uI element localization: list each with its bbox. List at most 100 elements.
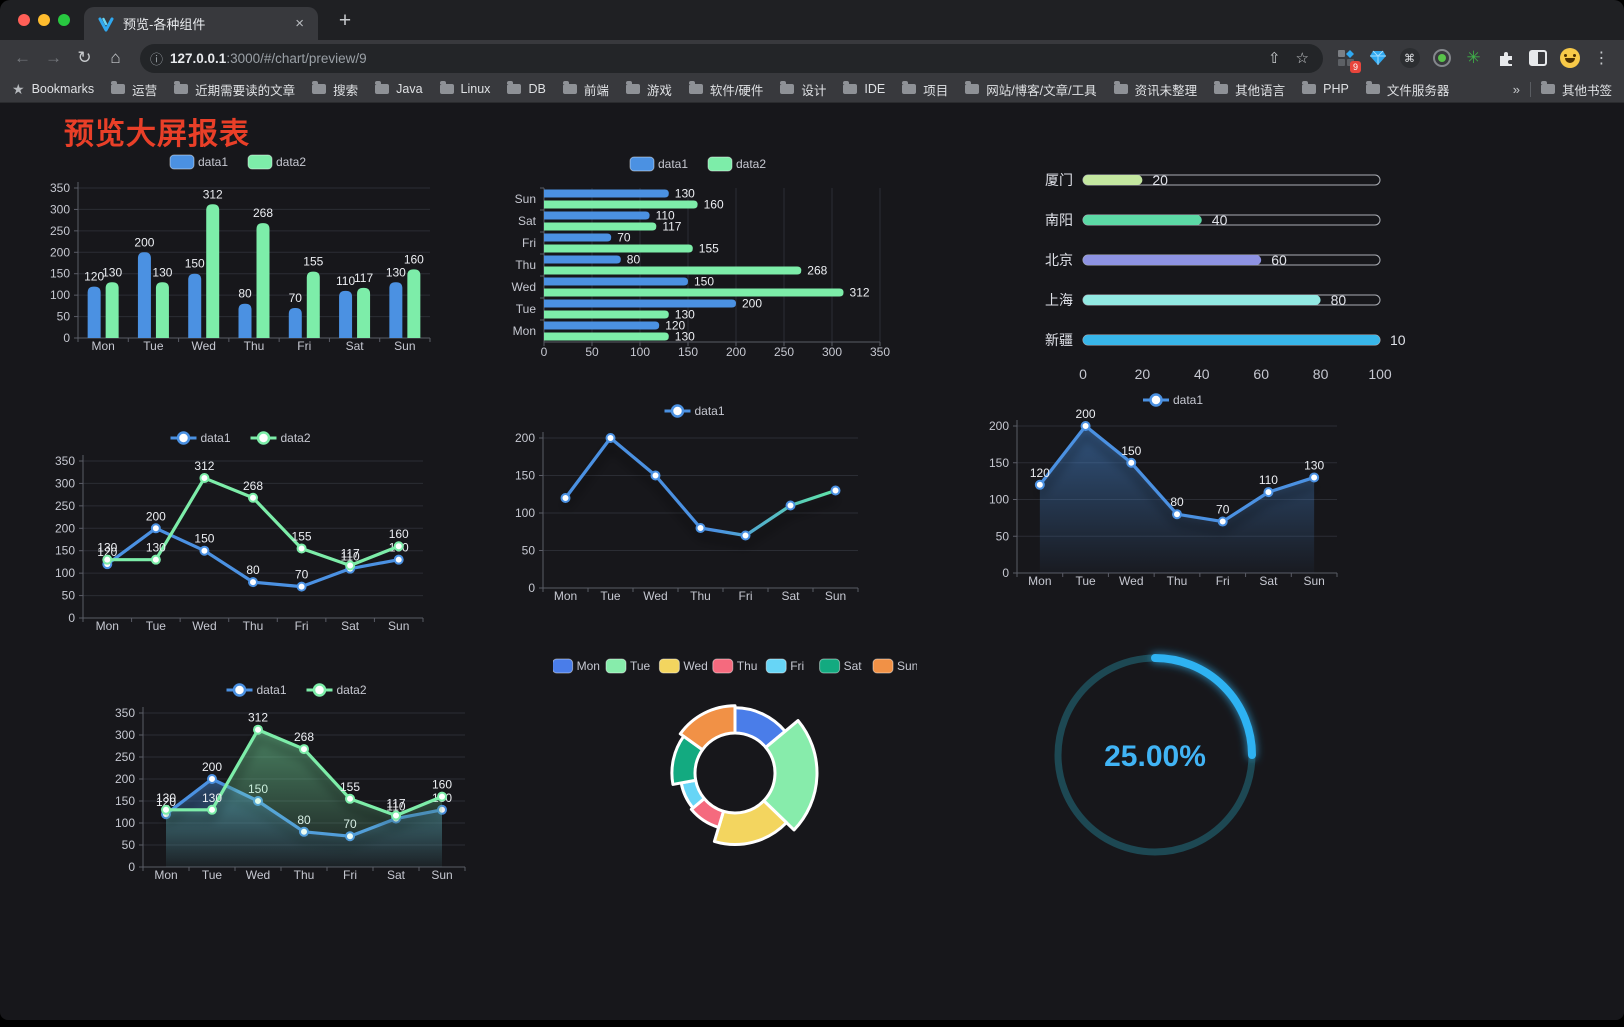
series-data1[interactable]: 120 200 150 80 70 110 130	[1030, 407, 1325, 573]
hbar-data2-Fri[interactable]: 155	[544, 242, 719, 256]
series-data1[interactable]: 120 200 150 80 70 110 130	[97, 509, 409, 592]
home-icon[interactable]: ⌂	[110, 48, 121, 67]
gem-extension-icon[interactable]	[1365, 46, 1390, 71]
bookmark-item[interactable]: PHP	[1302, 81, 1349, 96]
hbar-data2-Sun[interactable]: 160	[544, 198, 724, 212]
hbar-data2-Sat[interactable]: 117	[544, 220, 682, 234]
bookmark-item[interactable]: Linux	[439, 81, 490, 96]
svg-text:0: 0	[63, 331, 70, 345]
progress-row-上海[interactable]: 上海 80	[1045, 292, 1381, 308]
other-bookmarks-folder[interactable]: 其他书签	[1540, 80, 1612, 99]
legend-item-data2[interactable]: data2	[707, 156, 766, 172]
hbar-data1-Fri[interactable]: 70	[544, 231, 631, 245]
progress-row-厦门[interactable]: 厦门 20	[1045, 172, 1381, 188]
bookmark-item[interactable]: 项目	[902, 80, 948, 99]
series-data2[interactable]: 130 130 312 268 155 117 160	[102, 187, 424, 338]
share-icon[interactable]: ⇧	[1267, 50, 1281, 67]
record-extension-icon[interactable]	[1429, 46, 1454, 71]
hbar-data2-Mon[interactable]: 130	[544, 330, 695, 344]
hbar-data1-Thu[interactable]: 80	[544, 253, 640, 267]
new-tab-button[interactable]: +	[338, 8, 352, 32]
bookmark-item[interactable]: 网站/博客/文章/工具	[965, 80, 1097, 99]
hbar-data1-Wed[interactable]: 150	[544, 275, 714, 289]
pie-slice-Sun[interactable]	[678, 704, 737, 752]
series-data2[interactable]: 130 130 312 268 155 117 160	[156, 711, 452, 867]
sites-extension-icon[interactable]: 9	[1333, 46, 1361, 73]
legend-item-Wed[interactable]: Wed	[658, 658, 708, 674]
legend-item-Mon[interactable]: Mon	[552, 658, 600, 674]
bookmark-item[interactable]: 游戏	[625, 80, 672, 99]
bookmark-item[interactable]: DB	[507, 81, 546, 96]
folder-icon	[312, 81, 327, 94]
legend-item-data1[interactable]: data1	[1143, 393, 1203, 407]
window-minimize-button[interactable]	[38, 14, 50, 26]
progress-row-新疆[interactable]: 新疆 100	[1045, 332, 1414, 348]
bookmark-star-icon[interactable]: ☆	[1295, 50, 1309, 67]
chart-canvas-line-gradient: data1 0 50 100 150 200 Mon Tue Wed Thu Fri Sat Sun	[515, 404, 859, 603]
tab-close-icon[interactable]: ×	[295, 15, 304, 32]
bookmark-item[interactable]: 软件/硬件	[688, 80, 763, 99]
legend-item-data1[interactable]: data1	[169, 154, 228, 170]
legend-item-data2[interactable]: data2	[250, 431, 311, 445]
legend-item-Tue[interactable]: Tue	[605, 658, 651, 674]
hbar-data2-Wed[interactable]: 312	[544, 286, 870, 300]
split-screen-icon[interactable]	[1525, 46, 1550, 71]
progress-row-南阳[interactable]: 南阳 40	[1045, 212, 1381, 228]
legend-item-data2[interactable]: data2	[247, 154, 306, 170]
bookmark-item[interactable]: IDE	[843, 81, 885, 96]
bookmark-item[interactable]: 资讯未整理	[1113, 80, 1197, 99]
hbar-data1-Tue[interactable]: 200	[544, 297, 762, 311]
svg-text:80: 80	[1170, 495, 1184, 509]
legend-item-Fri[interactable]: Fri	[765, 658, 804, 674]
folder-icon	[562, 81, 577, 94]
bookmark-item[interactable]: 前端	[562, 80, 609, 99]
address-bar[interactable]: ⓘ 127.0.0.1:3000/#/chart/preview/9 ⇧ ☆	[140, 43, 1323, 73]
pie-slice-Wed[interactable]	[712, 799, 788, 846]
browser-tab[interactable]: 预览-各种组件 ×	[84, 7, 318, 40]
bookmark-item[interactable]: 运营	[111, 80, 157, 99]
series-data1[interactable]	[560, 433, 841, 541]
command-extension-icon[interactable]: ⌘	[1397, 46, 1422, 71]
emoji-extension-icon[interactable]	[1557, 46, 1582, 71]
svg-text:Wed: Wed	[246, 868, 270, 882]
forward-icon[interactable]: →	[45, 48, 62, 67]
bookmarks-manager[interactable]: ★ Bookmarks	[12, 80, 95, 97]
green-star-extension-icon[interactable]: ✳	[1466, 48, 1481, 67]
pie-slice-Tue[interactable]	[762, 719, 819, 832]
bookmark-item[interactable]: 文件服务器	[1365, 80, 1449, 99]
legend-item-data1[interactable]: data1	[170, 431, 231, 445]
bookmarks-overflow-icon[interactable]: »	[1512, 81, 1520, 97]
browser-menu-icon[interactable]: ⋮	[1593, 50, 1610, 67]
svg-text:Thu: Thu	[294, 868, 315, 882]
bookmark-item[interactable]: 搜索	[312, 80, 358, 99]
hbar-data2-Tue[interactable]: 130	[544, 308, 695, 322]
bookmark-item[interactable]: 近期需要读的文章	[174, 80, 295, 99]
puzzle-extensions-icon[interactable]	[1493, 46, 1518, 71]
bookmark-item[interactable]: Java	[375, 81, 423, 96]
series-data1[interactable]: 120 200 150 80 70 110 130	[84, 235, 406, 338]
window-close-button[interactable]	[18, 14, 30, 26]
svg-text:data2: data2	[276, 155, 306, 169]
legend-item-data2[interactable]: data2	[306, 683, 367, 697]
window-zoom-button[interactable]	[58, 14, 70, 26]
bookmark-item[interactable]: 其他语言	[1214, 80, 1285, 99]
bookmark-item[interactable]: 设计	[780, 80, 826, 99]
progress-row-北京[interactable]: 北京 60	[1045, 252, 1381, 268]
folder-icon	[1302, 81, 1317, 94]
series-data2[interactable]: 130 130 312 268 155 117 160	[97, 459, 409, 571]
reload-icon[interactable]: ↻	[77, 48, 92, 67]
site-info-icon[interactable]: ⓘ	[150, 51, 164, 67]
legend-item-data1[interactable]: data1	[664, 404, 725, 418]
url-text[interactable]: 127.0.0.1:3000/#/chart/preview/9	[170, 50, 367, 66]
hbar-data1-Sun[interactable]: 130	[544, 187, 695, 201]
legend-item-data1[interactable]: data1	[226, 683, 287, 697]
legend-item-data1[interactable]: data1	[629, 156, 688, 172]
legend-item-Sat[interactable]: Sat	[819, 658, 863, 674]
legend-item-Sun[interactable]: Sun	[872, 658, 918, 674]
hbar-data1-Sat[interactable]: 110	[544, 209, 675, 223]
hbar-data1-Mon[interactable]: 120	[544, 319, 686, 333]
legend-item-Thu[interactable]: Thu	[712, 658, 758, 674]
back-icon[interactable]: ←	[14, 48, 31, 67]
svg-text:80: 80	[1331, 292, 1347, 308]
hbar-data2-Thu[interactable]: 268	[544, 264, 828, 278]
